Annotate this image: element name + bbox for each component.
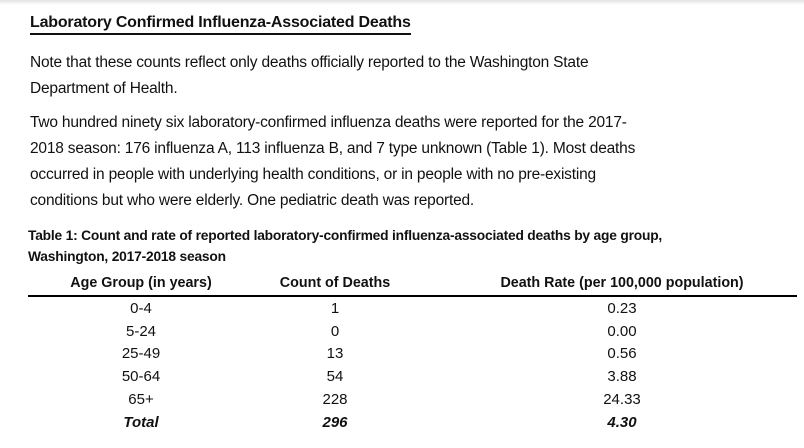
column-header-count-of-deaths: Count of Deaths: [279, 275, 391, 291]
cell-count: 13: [326, 345, 344, 363]
cell-age-group: 65+: [128, 391, 154, 409]
table-row: 50-64 54 3.88: [28, 365, 797, 388]
table-row: 25-49 13 0.56: [28, 343, 797, 366]
cell-count: 0: [330, 322, 340, 340]
cell-age-group: 5-24: [125, 322, 157, 340]
table-row: 65+ 228 24.33: [28, 388, 797, 411]
cell-rate-total: 4.30: [607, 413, 637, 431]
cell-rate: 24.33: [603, 391, 641, 409]
cell-rate: 0.23: [607, 299, 637, 317]
document-title: Laboratory Confirmed Influenza-Associate…: [30, 14, 411, 35]
cell-rate: 0.00: [607, 322, 637, 340]
cell-count: 54: [326, 368, 344, 386]
column-header-age-group: Age Group (in years): [70, 275, 212, 291]
cell-count: 1: [330, 299, 340, 317]
table-caption: Table 1: Count and rate of reported labo…: [28, 228, 663, 264]
table-row: 0-4 1 0.23: [28, 297, 797, 320]
paragraph-summary: Two hundred ninety six laboratory-confir…: [30, 114, 636, 209]
deaths-by-age-table: Age Group (in years) Count of Deaths Dea…: [28, 271, 797, 434]
cell-age-group: 50-64: [121, 368, 161, 386]
cell-count-total: 296: [322, 413, 348, 431]
cell-age-group-total: Total: [123, 413, 159, 431]
table-total-row: Total 296 4.30: [28, 411, 797, 434]
cell-rate: 3.88: [607, 368, 637, 386]
cell-age-group: 0-4: [130, 299, 152, 317]
cell-count: 228: [322, 391, 348, 409]
table-row: 5-24 0 0.00: [28, 320, 797, 343]
cell-rate: 0.56: [607, 345, 637, 363]
cell-age-group: 25-49: [121, 345, 161, 363]
page-top-edge-shade: [0, 0, 804, 5]
table-header-row: Age Group (in years) Count of Deaths Dea…: [28, 271, 797, 297]
paragraph-note: Note that these counts reflect only deat…: [30, 54, 589, 97]
column-header-death-rate: Death Rate (per 100,000 population): [500, 275, 744, 291]
